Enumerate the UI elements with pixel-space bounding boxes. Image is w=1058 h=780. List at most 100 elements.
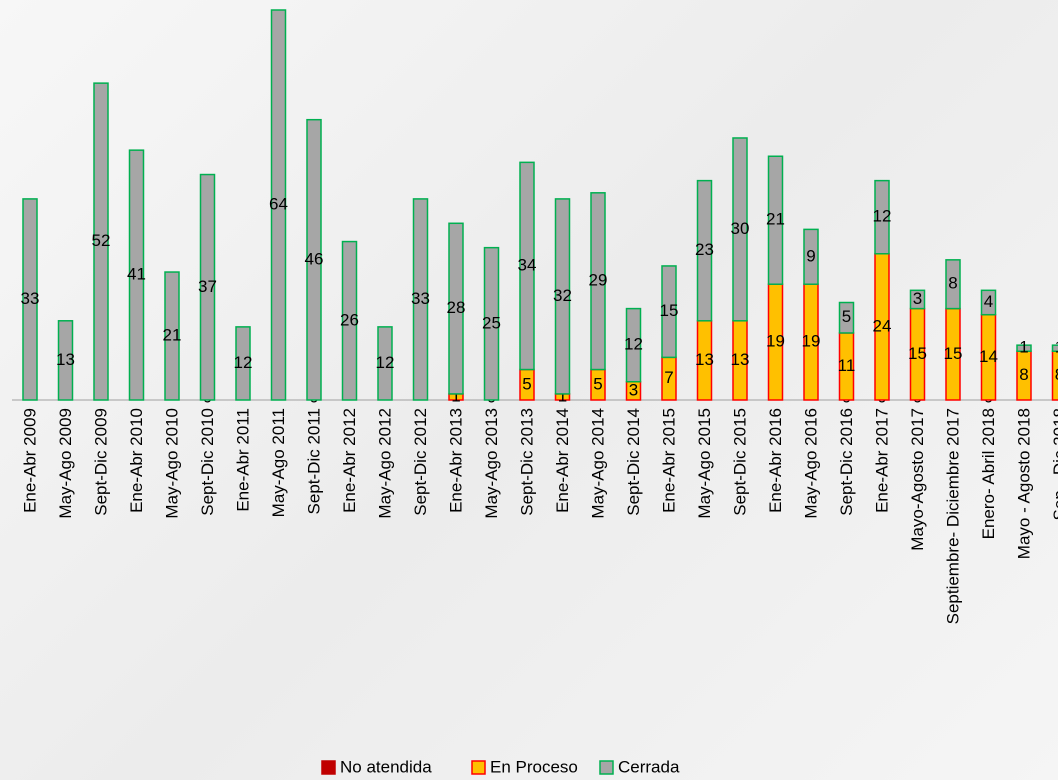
data-label: 15 — [908, 344, 927, 363]
data-label: 13 — [56, 350, 75, 369]
bar-segment — [448, 222, 464, 395]
x-tick-label: May-Ago 2010 — [162, 408, 181, 519]
data-label: 46 — [305, 249, 324, 268]
data-label: 19 — [802, 332, 821, 351]
data-label: 14 — [979, 347, 998, 366]
data-label: 13 — [731, 350, 750, 369]
x-tick-label: Sept-Dic 2010 — [198, 408, 217, 516]
data-label: 5 — [842, 307, 851, 326]
x-tick-label: Ene-Abr 2016 — [766, 408, 785, 513]
data-label: 12 — [234, 353, 253, 372]
x-tick-label: May-Ago 2015 — [695, 408, 714, 519]
data-label: 41 — [127, 265, 146, 284]
bar-segment — [909, 289, 926, 310]
bar-segment — [270, 9, 287, 401]
x-tick-label: Sept-Dic 2015 — [730, 408, 749, 516]
bar-segment — [1051, 344, 1058, 352]
data-label: 11 — [838, 356, 856, 375]
bar-segment — [93, 82, 109, 401]
data-label: 33 — [21, 289, 40, 308]
data-label: 5 — [593, 374, 602, 393]
bar-segment — [412, 198, 429, 401]
x-tick-label: May-Ago 2012 — [375, 408, 394, 519]
bar-segment — [874, 179, 890, 255]
data-label: 29 — [589, 271, 608, 290]
x-tick-label: Enero- Abril 2018 — [979, 408, 998, 539]
data-label: 12 — [376, 353, 395, 372]
data-label: 37 — [198, 277, 217, 296]
x-tick-label: Ene-Abr 2014 — [553, 408, 572, 513]
data-label: 28 — [447, 298, 466, 317]
x-tick-label: Sep - Dic 2018 — [1050, 408, 1058, 520]
data-label: 3 — [629, 380, 638, 399]
x-tick-label: Ene-Abr 2011 — [233, 408, 252, 512]
bar-segment — [980, 289, 997, 316]
data-label: 1 — [558, 386, 567, 405]
data-label: 30 — [731, 219, 750, 238]
x-tick-label: May-Ago 2013 — [482, 408, 501, 519]
legend-swatch — [599, 760, 614, 775]
data-label: 21 — [766, 210, 785, 229]
x-tick-label: May-Ago 2016 — [801, 408, 820, 519]
data-label: 52 — [92, 231, 111, 250]
data-label: 7 — [664, 368, 673, 387]
bar-segment — [838, 301, 855, 334]
data-label: 9 — [806, 246, 815, 265]
x-tick-label: Sept-Dic 2012 — [411, 408, 430, 516]
bar-segment — [945, 259, 961, 310]
legend-swatch — [321, 760, 336, 775]
bar-segment — [803, 228, 819, 285]
data-label: 21 — [163, 326, 182, 345]
data-label: 15 — [944, 344, 963, 363]
data-label: 24 — [873, 316, 892, 335]
x-tick-label: Sept-Dic 2013 — [517, 408, 536, 516]
x-tick-label: Mayo - Agosto 2018 — [1014, 408, 1033, 559]
x-tick-label: Ene-Abr 2017 — [872, 408, 891, 513]
x-tick-label: Sept-Dic 2009 — [91, 408, 110, 516]
bar-segment — [22, 198, 38, 401]
x-tick-label: Ene-Abr 2012 — [340, 408, 359, 513]
data-label: 8 — [948, 274, 957, 293]
x-tick-label: Sept-Dic 2014 — [624, 408, 643, 516]
data-label: 19 — [766, 332, 785, 351]
data-label: 12 — [624, 335, 643, 354]
data-label: 1 — [1019, 338, 1028, 357]
bar-segment — [164, 271, 180, 401]
legend-swatch — [471, 760, 486, 775]
data-label: 8 — [1019, 365, 1028, 384]
x-tick-label: Ene-Abr 2013 — [446, 408, 465, 513]
x-tick-label: Sept-Dic 2011 — [304, 408, 323, 514]
data-label: 1 — [1055, 338, 1058, 357]
bar-segment — [199, 173, 216, 401]
bar-segment — [661, 265, 677, 359]
bar-segment — [767, 155, 784, 285]
x-tick-label: Mayo-Agosto 2017 — [908, 408, 927, 551]
bar-segment — [341, 240, 358, 401]
x-tick-label: Ene-Abr 2015 — [659, 408, 678, 513]
x-tick-label: Ene-Abr 2009 — [20, 408, 39, 513]
bar-segment — [625, 307, 642, 383]
bar-segment — [483, 246, 500, 401]
x-tick-label: May-Ago 2011 — [269, 408, 288, 517]
data-label: 1 — [451, 386, 460, 405]
data-label: 33 — [411, 289, 430, 308]
legend-label: Cerrada — [618, 757, 680, 776]
data-label: 32 — [553, 286, 572, 305]
bar-segment — [732, 137, 748, 322]
bar-segment — [554, 198, 571, 395]
data-label: 4 — [984, 292, 993, 311]
legend-label: En Proceso — [490, 757, 578, 776]
data-label: 8 — [1055, 365, 1058, 384]
data-label: 12 — [873, 207, 892, 226]
data-label: 13 — [695, 350, 714, 369]
data-label: 23 — [695, 240, 714, 259]
data-label: 25 — [482, 313, 501, 332]
data-label: 3 — [913, 289, 922, 308]
data-label: 26 — [340, 310, 359, 329]
bar-segment — [128, 149, 145, 401]
data-label: 64 — [269, 194, 288, 213]
x-tick-label: Ene-Abr 2010 — [127, 408, 146, 513]
x-tick-label: May-Ago 2014 — [588, 408, 607, 519]
